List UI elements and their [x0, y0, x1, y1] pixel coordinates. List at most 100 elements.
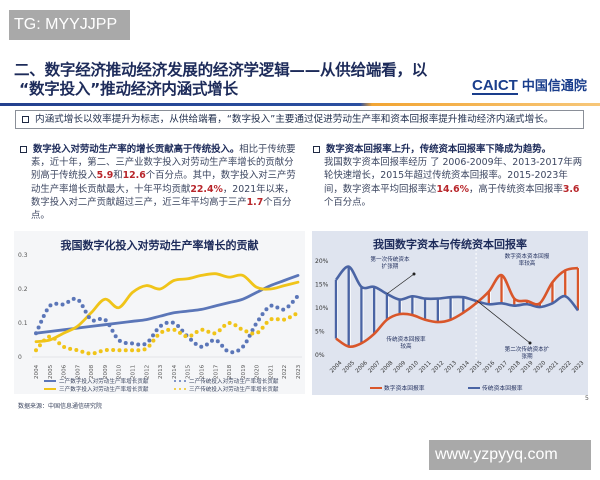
- svg-text:2023: 2023: [296, 364, 302, 379]
- right-text: 个百分点。: [324, 196, 371, 208]
- labor-productivity-chart: 我国数字化投入对劳动生产率增长的贡献 0 0.1 0.2 0.3 2004 2005 200…: [14, 231, 305, 394]
- capital-return-chart: 我国数字资本与传统资本回报率 0% 5% 10% 15% 20% 第一次传统资本 扩张期 数字…: [312, 231, 588, 395]
- logo-cn: 中国信通院: [521, 79, 587, 94]
- svg-text:2008: 2008: [89, 364, 95, 379]
- svg-text:第二次传统资本扩: 第二次传统资本扩: [505, 345, 550, 353]
- svg-text:2020: 2020: [533, 360, 548, 375]
- svg-text:2020: 2020: [255, 364, 261, 379]
- svg-text:2010: 2010: [406, 360, 421, 375]
- highlight-value: 22.4%: [190, 183, 223, 195]
- svg-text:2016: 2016: [482, 360, 497, 375]
- svg-text:2004: 2004: [34, 364, 40, 379]
- left-text: 个百分点。: [31, 196, 292, 222]
- svg-text:2023: 2023: [571, 360, 586, 375]
- svg-text:20%: 20%: [315, 258, 329, 265]
- svg-text:10%: 10%: [315, 305, 329, 312]
- square-bullet-icon: [20, 145, 27, 153]
- svg-text:2013: 2013: [158, 364, 164, 379]
- svg-text:2016: 2016: [199, 364, 205, 379]
- svg-text:0.2: 0.2: [18, 286, 28, 293]
- svg-text:2018: 2018: [507, 360, 522, 375]
- highlight-value: 3.6: [562, 183, 580, 195]
- svg-text:2004: 2004: [329, 360, 344, 375]
- svg-text:数字资本资本回报: 数字资本资本回报: [505, 252, 550, 260]
- watermark-url: www.yzpyyq.com: [429, 440, 591, 470]
- svg-text:传统资本回报率: 传统资本回报率: [386, 335, 426, 343]
- svg-text:传统资本回报率: 传统资本回报率: [482, 384, 523, 392]
- svg-text:0.1: 0.1: [18, 320, 28, 327]
- left-text: ，2021年以来，数字投入对二产贡献超过三产，近三年平均高于三产: [31, 183, 294, 208]
- title-line-2: “数字投入”推动经济内涵式增长: [19, 80, 238, 98]
- left-paragraph: 数字投入对劳动生产率的增长贡献高于传统投入。相比于传统要素，近十年，第二、三产业…: [20, 143, 302, 222]
- svg-text:2014: 2014: [457, 360, 472, 375]
- svg-text:三产数字投入对劳动生产率增长贡献: 三产数字投入对劳动生产率增长贡献: [59, 385, 149, 393]
- svg-text:2019: 2019: [520, 360, 535, 375]
- logo-en: CAICT: [472, 77, 518, 95]
- svg-text:二产传统投入对劳动生产率增长贡献: 二产传统投入对劳动生产率增长贡献: [189, 377, 279, 385]
- svg-text:二产数字投入对劳动生产率增长贡献: 二产数字投入对劳动生产率增长贡献: [59, 377, 149, 385]
- left-text: 个百分点。其中，数字投入对三产劳动生产率增长贡献最大，十年平均贡献: [31, 170, 296, 195]
- left-text: 相比于传统要素，近十年，第二、三产业数字投入对劳动生产率增长的贡献分别高于传统投…: [31, 144, 296, 182]
- data-source: 数据来源：中国信息通信研究院: [18, 403, 103, 410]
- svg-text:较高: 较高: [400, 342, 412, 350]
- svg-text:2007: 2007: [75, 364, 81, 379]
- left-heading: 数字投入对劳动生产率的增长贡献高于传统投入。: [33, 144, 240, 155]
- chart-title: 我国数字资本与传统资本回报率: [373, 238, 527, 251]
- chart-plot: 0 0.1 0.2 0.3 2004 2005 2006 2007 2008 2009 2010 20…: [18, 252, 302, 393]
- svg-text:三产传统投入对劳动生产率增长贡献: 三产传统投入对劳动生产率增长贡献: [189, 385, 279, 393]
- svg-text:2006: 2006: [62, 364, 68, 379]
- title-line-1: 二、数字经济推动经济发展的经济学逻辑——从供给端看，以: [14, 61, 428, 79]
- page-title: 二、数字经济推动经济发展的经济学逻辑——从供给端看，以 “数字投入”推动经济内涵…: [14, 61, 427, 99]
- svg-text:2012: 2012: [431, 360, 445, 374]
- svg-text:2006: 2006: [355, 360, 370, 375]
- svg-text:2017: 2017: [213, 364, 219, 379]
- header-rule: [0, 103, 600, 106]
- svg-text:2005: 2005: [342, 360, 357, 375]
- svg-text:2010: 2010: [117, 364, 123, 379]
- svg-text:2011: 2011: [131, 364, 137, 379]
- svg-text:2005: 2005: [48, 364, 54, 379]
- svg-text:5%: 5%: [315, 329, 325, 336]
- right-text: 我国数字资本回报率经历 了 2006-2009年、2013-2017年两轮快速增…: [324, 157, 583, 195]
- svg-text:2011: 2011: [418, 360, 433, 375]
- page-number: 5: [585, 395, 589, 402]
- highlight-value: 14.6%: [436, 183, 470, 195]
- svg-text:2015: 2015: [186, 364, 192, 379]
- svg-text:第一次传统资本: 第一次传统资本: [370, 255, 410, 263]
- left-text: 和: [113, 170, 123, 182]
- svg-text:2022: 2022: [558, 360, 572, 374]
- svg-text:2009: 2009: [393, 360, 408, 375]
- svg-text:数字资本回报率: 数字资本回报率: [384, 384, 425, 392]
- chart-title: 我国数字化投入对劳动生产率增长的贡献: [60, 239, 259, 252]
- svg-text:2009: 2009: [103, 364, 109, 379]
- svg-text:0: 0: [18, 354, 22, 361]
- right-heading: 数字资本回报率上升，传统资本回报率下降成为趋势。: [326, 144, 552, 155]
- svg-text:张期: 张期: [521, 352, 533, 360]
- svg-text:2022: 2022: [282, 365, 288, 379]
- summary-box: 内涵式增长以效率提升为标志，从供给端看，“数字投入”主要通过促进劳动生产率和资本…: [15, 110, 584, 129]
- svg-text:2008: 2008: [380, 360, 395, 375]
- square-bullet-icon: [313, 145, 320, 153]
- svg-text:2015: 2015: [469, 360, 484, 375]
- svg-text:2014: 2014: [172, 364, 178, 379]
- svg-text:2018: 2018: [227, 364, 233, 379]
- highlight-value: 5.9: [96, 170, 114, 182]
- svg-text:2017: 2017: [495, 360, 510, 375]
- svg-text:2021: 2021: [268, 364, 274, 379]
- svg-text:率较高: 率较高: [519, 259, 536, 267]
- square-bullet-icon: [22, 115, 29, 123]
- caict-logo: CAICT 中国信通院: [472, 75, 587, 95]
- svg-text:2013: 2013: [444, 360, 459, 375]
- right-text: ，高于传统资本回报率: [469, 183, 563, 195]
- svg-text:15%: 15%: [315, 282, 329, 289]
- svg-text:0%: 0%: [315, 352, 325, 359]
- right-paragraph: 数字资本回报率上升，传统资本回报率下降成为趋势。我国数字资本回报率经历 了 20…: [313, 143, 585, 209]
- highlight-value: 12.6: [122, 170, 146, 182]
- svg-text:扩张期: 扩张期: [382, 262, 399, 270]
- svg-text:2021: 2021: [546, 360, 561, 375]
- svg-text:2012: 2012: [144, 365, 150, 379]
- highlight-value: 1.7: [246, 196, 264, 208]
- svg-text:0.3: 0.3: [18, 252, 28, 259]
- summary-text: 内涵式增长以效率提升为标志，从供给端看，“数字投入”主要通过促进劳动生产率和资本…: [35, 114, 554, 125]
